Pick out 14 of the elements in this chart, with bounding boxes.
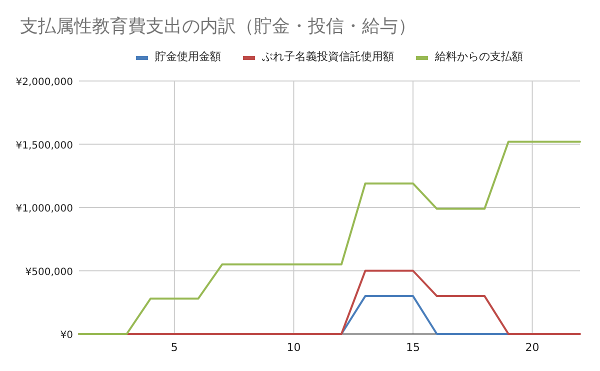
x-tick-label: 10 (286, 341, 301, 354)
y-tick-label: ¥2,000,000 (16, 77, 73, 88)
y-tick-label: ¥1,000,000 (16, 204, 73, 214)
chart-title: 支払属性教育費支出の内訳（貯金・投信・給与） (20, 16, 416, 37)
x-tick-label: 15 (406, 341, 420, 354)
y-tick-label: ¥1,500,000 (16, 140, 73, 152)
legend-label: 給料からの支払額 (434, 50, 523, 63)
y-tick-label: ¥500,000 (25, 266, 73, 278)
legend-label: 貯金使用金額 (155, 50, 221, 63)
line-series (78, 140, 581, 335)
y-tick-label: ¥0 (60, 330, 73, 341)
legend-label: ぶれ子名義投資信託使用額 (262, 50, 394, 63)
x-tick-label: 20 (525, 341, 540, 354)
x-tick-label: 5 (170, 341, 178, 354)
